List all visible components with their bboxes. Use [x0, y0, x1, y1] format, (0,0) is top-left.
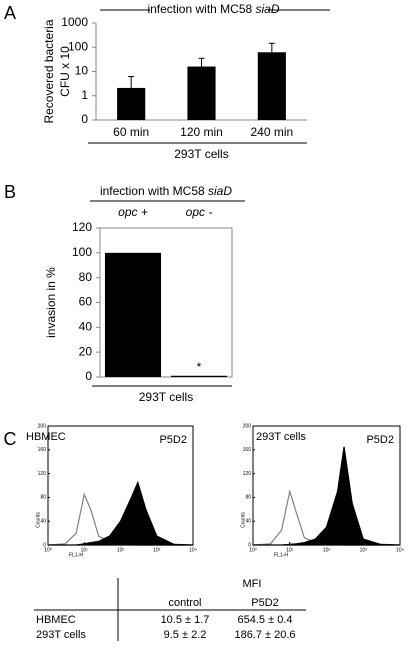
x-tick-label: 10¹ [81, 547, 89, 553]
y-tick-label: 0 [43, 542, 46, 548]
table-cell: HBMEC [36, 614, 76, 626]
title-italic: siaD [256, 2, 280, 16]
table-header: P5D2 [251, 597, 279, 609]
x-axis-label: FL1-H [69, 552, 83, 558]
y-tick-label: 200 [243, 423, 252, 429]
x-tick-label: 10⁴ [189, 547, 197, 553]
y-tick-label: 80 [79, 270, 93, 284]
y-tick-label: 100 [68, 39, 88, 53]
annotation: P5D2 [366, 434, 394, 446]
y-tick-label: 80 [245, 495, 251, 501]
title-text: infection with MC58 [100, 184, 205, 198]
histogram-curve [48, 480, 194, 546]
x-tick-label: opc - [186, 205, 213, 219]
chart-title: infection with MC58 siaD [100, 184, 232, 198]
histogram-curve [253, 446, 401, 546]
chart-title: 293T cells [256, 431, 306, 443]
table-title: MFI [243, 578, 262, 590]
annotation: P5D2 [159, 434, 187, 446]
y-tick-label: 160 [243, 447, 252, 453]
y-tick-label: 200 [38, 423, 47, 429]
y-tick-label: 0 [81, 112, 88, 126]
panel-letter: B [4, 182, 16, 202]
y-tick-label: 120 [243, 471, 252, 477]
title-text: infection with MC58 [147, 2, 252, 16]
x-tick-label: 10³ [153, 547, 161, 553]
y-axis-label: Counts [240, 512, 246, 528]
y-tick-label: 0 [85, 369, 92, 383]
table-cell: 186.7 ± 20.6 [234, 629, 295, 641]
x-tick-label: 10² [117, 547, 125, 553]
bar [117, 87, 146, 120]
y-tick-label: 1 [81, 88, 88, 102]
y-tick-label: 80 [40, 495, 46, 501]
bar [104, 252, 162, 377]
y-tick-label: 60 [79, 295, 93, 309]
y-axis-label: Counts [35, 512, 41, 528]
y-axis-label: invasion in % [44, 267, 58, 338]
table-header: control [168, 597, 201, 609]
x-tick-label: 10¹ [286, 547, 294, 553]
y-tick-label: 160 [38, 447, 47, 453]
x-tick-label: 10³ [360, 547, 368, 553]
bar [170, 375, 228, 377]
y-tick-label: 100 [72, 245, 92, 259]
y-tick-label: 40 [79, 320, 93, 334]
x-tick-label: 240 min [250, 125, 293, 139]
y-tick-label: 120 [38, 471, 47, 477]
y-tick-label: 20 [79, 344, 93, 358]
y-tick-label: 120 [72, 220, 92, 234]
panel-letter: A [4, 3, 16, 23]
x-axis-label: 293T cells [174, 147, 228, 161]
y-axis-label: Recovered bacteria [42, 19, 56, 123]
table-cell: 654.5 ± 0.4 [238, 614, 293, 626]
y-tick-label: 0 [248, 542, 251, 548]
title-italic: siaD [208, 184, 232, 198]
y-tick-label: 40 [245, 519, 251, 525]
y-tick-label: 40 [40, 519, 46, 525]
chart-title: infection with MC58 siaD [147, 2, 279, 16]
chart-title: HBMEC [26, 431, 66, 443]
x-axis-label: FL1-H [274, 552, 288, 558]
table-cell: 9.5 ± 2.2 [164, 629, 207, 641]
x-axis-label: 293T cells [139, 390, 193, 404]
table-cell: 293T cells [36, 629, 86, 641]
x-tick-label: 120 min [180, 125, 223, 139]
panel-letter: C [4, 429, 17, 449]
x-tick-label: 10⁰ [249, 547, 257, 553]
y-tick-label: 1000 [61, 15, 88, 29]
y-axis-label: CFU x 10 [58, 46, 72, 97]
bar [187, 66, 216, 120]
y-tick-label: 10 [75, 64, 89, 78]
annotation: * [197, 360, 202, 374]
x-tick-label: opc + [118, 205, 148, 219]
x-tick-label: 10⁰ [44, 547, 52, 553]
bar [257, 52, 286, 120]
table-cell: 10.5 ± 1.7 [161, 614, 210, 626]
x-tick-label: 60 min [113, 125, 149, 139]
x-tick-label: 10⁴ [396, 547, 404, 553]
x-tick-label: 10² [323, 547, 331, 553]
